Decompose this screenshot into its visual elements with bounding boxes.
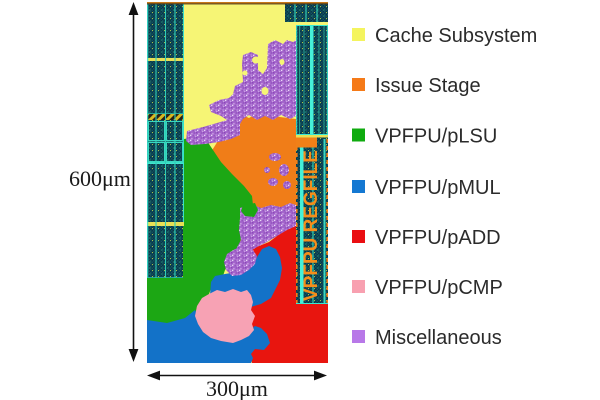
svg-text:Cache Subsystem: Cache Subsystem <box>375 25 537 47</box>
svg-text:VPFPU/pMUL: VPFPU/pMUL <box>375 177 501 199</box>
svg-text:Miscellaneous: Miscellaneous <box>375 327 502 349</box>
svg-text:Issue Stage: Issue Stage <box>375 75 481 97</box>
svg-text:VPFPU/pADD: VPFPU/pADD <box>375 227 501 249</box>
svg-text:VPFPU/pCMP: VPFPU/pCMP <box>375 277 503 299</box>
svg-text:VPFPU/pLSU: VPFPU/pLSU <box>375 125 497 147</box>
svg-text:300μm: 300μm <box>206 376 268 400</box>
svg-text:600μm: 600μm <box>69 166 131 191</box>
svg-text:VPFPU REGFILE: VPFPU REGFILE <box>301 150 322 301</box>
